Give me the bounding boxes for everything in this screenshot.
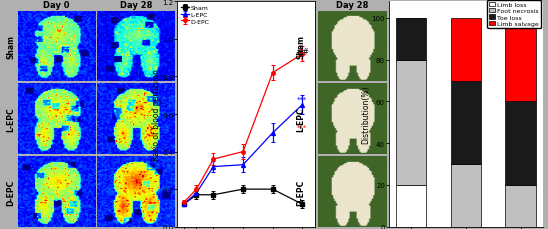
Text: Sham: Sham — [296, 35, 305, 59]
Bar — [396, 185, 426, 227]
Text: Day 28: Day 28 — [120, 1, 152, 10]
Text: D-EPC: D-EPC — [6, 178, 15, 205]
Text: L-EPC: L-EPC — [6, 107, 15, 131]
Bar — [505, 102, 535, 185]
Bar — [505, 185, 535, 227]
Legend: Sham, L-EPC, D-EPC: Sham, L-EPC, D-EPC — [180, 5, 210, 25]
Text: D-EPC: D-EPC — [296, 178, 305, 205]
Y-axis label: Ratio of blood perfusion: Ratio of blood perfusion — [152, 69, 161, 160]
Bar — [396, 60, 426, 185]
Text: ##: ## — [295, 48, 309, 57]
Bar — [451, 164, 481, 227]
Text: ***: *** — [297, 125, 307, 131]
Bar — [451, 81, 481, 164]
Bar — [396, 19, 426, 60]
Text: Sham: Sham — [6, 35, 15, 59]
Bar — [505, 19, 535, 102]
Y-axis label: Distribution(%): Distribution(%) — [361, 85, 370, 144]
Legend: Limb loss, Foot necrosis, Toe loss, Limb salvage: Limb loss, Foot necrosis, Toe loss, Limb… — [487, 1, 541, 29]
Text: Day 28: Day 28 — [336, 1, 368, 10]
Text: L-EPC: L-EPC — [296, 107, 305, 131]
Text: ***: *** — [297, 96, 307, 102]
Bar — [451, 19, 481, 81]
Text: Day 0: Day 0 — [43, 1, 70, 10]
